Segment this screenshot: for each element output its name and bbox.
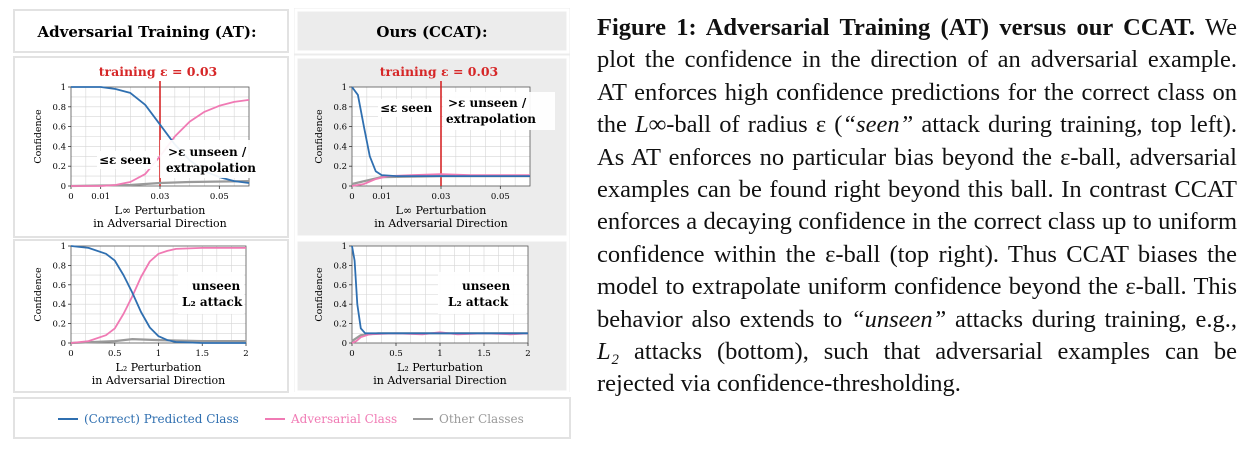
ccat-header-box xyxy=(294,8,570,54)
ytick-label: 0 xyxy=(61,339,66,349)
ytick-label: 0.4 xyxy=(52,300,66,310)
ann-ccat-unseen-2: extrapolation xyxy=(446,112,536,126)
xtick-label: 0.03 xyxy=(432,192,451,202)
xtick-label: 0 xyxy=(349,349,354,359)
ytick-label: 0 xyxy=(342,339,347,349)
ylabel: Confidence xyxy=(314,109,325,164)
xlabel-line1: L₂ Perturbation xyxy=(397,361,483,374)
xtick-label: 0 xyxy=(349,192,354,202)
series-line-at-l2-0 xyxy=(70,245,246,344)
caption-text-5: attacks (bottom), such that adversarial … xyxy=(597,338,1237,398)
caption-title: Figure 1: Adversarial Training (AT) vers… xyxy=(597,14,1196,41)
ytick-label: 0 xyxy=(342,182,347,192)
ytick-label: 0.2 xyxy=(333,162,347,172)
ytick-label: 0 xyxy=(61,182,66,192)
ytick-label: 0.6 xyxy=(333,123,347,133)
at-header: Adversarial Training (AT): xyxy=(36,23,256,41)
ann-at-unseen-1: >ε unseen / xyxy=(168,145,247,159)
xtick-label: 2 xyxy=(243,349,248,359)
figure-1: Adversarial Training (AT): Ours (CCAT): … xyxy=(13,8,571,439)
xtick-label: 0.05 xyxy=(210,192,229,202)
ann-bg-ccat-l2 xyxy=(438,272,526,314)
ann-at-unseen-2: extrapolation xyxy=(166,161,256,175)
caption-unseen: “unseen” xyxy=(850,305,947,333)
caption-l2: L₂ xyxy=(597,338,620,366)
training-epsilon-label: training ε = 0.03 xyxy=(380,64,498,79)
caption-linf: L∞ xyxy=(635,111,667,139)
xtick-label: 1.5 xyxy=(195,349,209,359)
xlabel-line2: in Adversarial Direction xyxy=(373,374,507,387)
ylabel: Confidence xyxy=(314,267,325,322)
legend-label-1: Adversarial Class xyxy=(290,412,397,426)
xtick-label: 1 xyxy=(156,349,161,359)
ytick-label: 0.4 xyxy=(52,142,66,152)
ytick-label: 1 xyxy=(342,83,347,93)
ytick-label: 1 xyxy=(342,242,347,252)
xlabel-line1: L∞ Perturbation xyxy=(115,204,206,217)
ann-bg-ccat-seen xyxy=(378,99,440,117)
ann-bg-at-l2 xyxy=(178,272,244,314)
xlabel-line2: in Adversarial Direction xyxy=(374,217,508,230)
xtick-label: 0.01 xyxy=(372,192,391,202)
xtick-label: 0.05 xyxy=(491,192,510,202)
xtick-label: 0.5 xyxy=(389,349,403,359)
series-line-at-l2-2 xyxy=(70,338,246,345)
xtick-label: 0 xyxy=(68,192,73,202)
xlabel-line2: in Adversarial Direction xyxy=(92,374,226,387)
caption-text-4: attacks during training, e.g., xyxy=(946,305,1237,333)
xtick-label: 1.5 xyxy=(477,349,491,359)
xtick-label: 0.01 xyxy=(91,192,110,202)
ytick-label: 0.8 xyxy=(333,261,347,271)
caption-text-3: attack during training, top left). As AT… xyxy=(597,111,1237,333)
ann-at-seen: ≤ε seen xyxy=(99,153,152,167)
ccat-header: Ours (CCAT): xyxy=(376,23,487,41)
ytick-label: 0.8 xyxy=(333,103,347,113)
ann-bg-at-seen xyxy=(97,151,157,169)
ylabel: Confidence xyxy=(33,267,44,322)
ytick-label: 0.2 xyxy=(52,162,66,172)
ytick-label: 0.8 xyxy=(52,103,66,113)
ann-at-l2-1: unseen xyxy=(192,279,240,293)
xtick-label: 2 xyxy=(525,349,530,359)
ytick-label: 0.6 xyxy=(52,281,66,291)
ann-ccat-seen: ≤ε seen xyxy=(380,101,433,115)
at-header-box xyxy=(13,9,289,53)
legend-label-0: (Correct) Predicted Class xyxy=(84,412,239,426)
training-epsilon-label: training ε = 0.03 xyxy=(99,64,217,79)
series-line-ccat-linf-0 xyxy=(351,86,530,178)
ylabel: Confidence xyxy=(33,109,44,164)
series-line-ccat-l2-0 xyxy=(351,245,528,335)
legend-box xyxy=(13,397,571,439)
caption-text-1: We plot the confidence in the direction … xyxy=(597,14,1237,139)
ann-ccat-unseen-1: >ε unseen / xyxy=(448,96,527,110)
xtick-label: 0.5 xyxy=(108,349,122,359)
ytick-label: 1 xyxy=(61,83,66,93)
ytick-label: 0.8 xyxy=(52,261,66,271)
ann-ccat-l2-1: unseen xyxy=(462,279,510,293)
figure-caption: Figure 1: Adversarial Training (AT) vers… xyxy=(597,12,1237,401)
ytick-label: 0.6 xyxy=(333,281,347,291)
xtick-label: 1 xyxy=(437,349,442,359)
ytick-label: 1 xyxy=(61,242,66,252)
ytick-label: 0.4 xyxy=(333,300,347,310)
ytick-label: 0.2 xyxy=(333,320,347,330)
xlabel-line1: L∞ Perturbation xyxy=(396,204,487,217)
xtick-label: 0 xyxy=(68,349,73,359)
xlabel-line1: L₂ Perturbation xyxy=(116,361,202,374)
caption-seen: “seen” xyxy=(842,111,914,139)
caption-text-2: -ball of radius ε ( xyxy=(666,111,843,139)
legend-label-2: Other Classes xyxy=(439,412,524,426)
ann-bg-ccat-unseen xyxy=(443,92,555,130)
ann-ccat-l2-2: L₂ attack xyxy=(448,295,509,309)
ytick-label: 0.4 xyxy=(333,142,347,152)
xlabel-line2: in Adversarial Direction xyxy=(93,217,227,230)
ytick-label: 0.2 xyxy=(52,320,66,330)
xtick-label: 0.03 xyxy=(151,192,170,202)
series-line-at-l2-1 xyxy=(70,246,246,344)
legend: (Correct) Predicted Class Adversarial Cla… xyxy=(58,412,524,426)
ann-at-l2-2: L₂ attack xyxy=(182,295,243,309)
ann-bg-at-unseen xyxy=(160,140,252,178)
ytick-label: 0.6 xyxy=(52,123,66,133)
